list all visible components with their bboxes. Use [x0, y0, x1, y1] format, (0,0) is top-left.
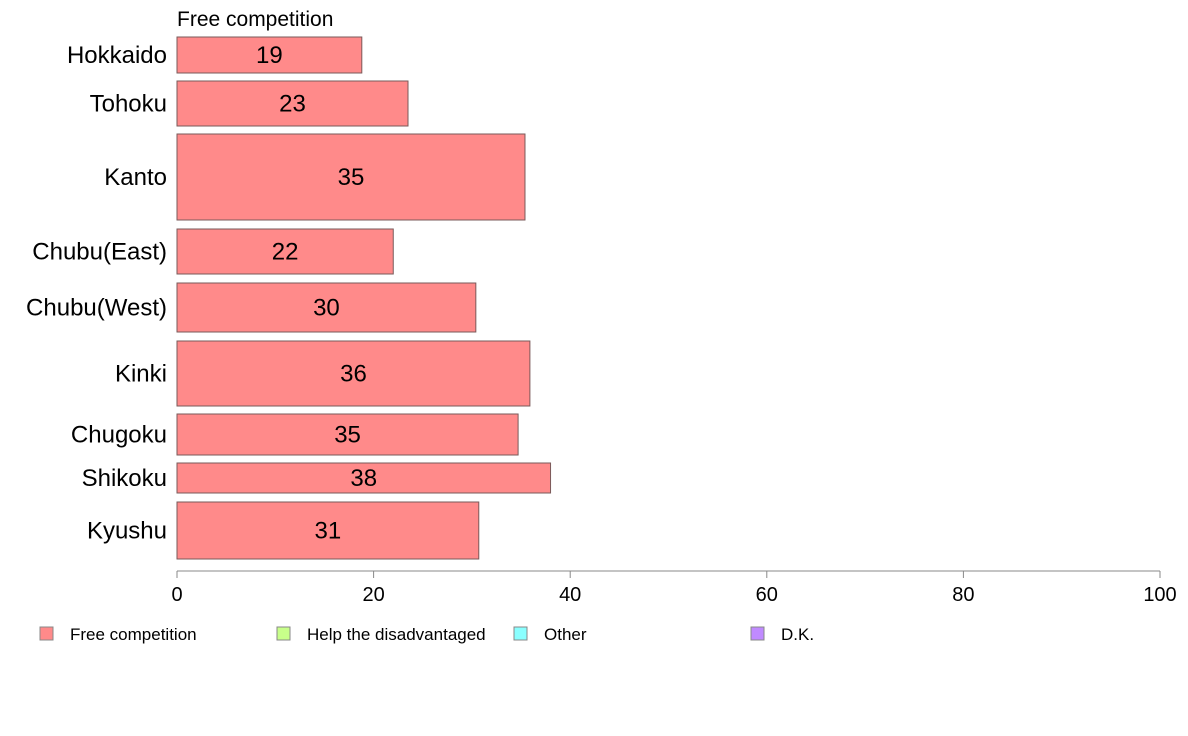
legend-label: Other: [544, 625, 587, 644]
category-label: Chugoku: [71, 422, 167, 449]
bar-chubu-east-: [176, 228, 394, 275]
legend-swatch: [750, 626, 765, 641]
bar-kyushu: [176, 501, 480, 560]
bar-kanto: [176, 133, 526, 221]
bar-value-label: 31: [315, 518, 342, 545]
bar-hokkaido: [176, 36, 363, 74]
x-tick-label: 0: [171, 584, 182, 606]
category-label: Shikoku: [82, 465, 167, 492]
x-tick-label: 60: [756, 584, 778, 606]
category-label: Hokkaido: [67, 42, 167, 69]
bar-value-label: 35: [338, 164, 365, 191]
bar-shikoku: [176, 462, 552, 494]
category-label: Kyushu: [87, 518, 167, 545]
bar-value-label: 23: [279, 91, 306, 118]
bar-kinki: [176, 340, 531, 407]
bar-chubu-west-: [176, 282, 477, 333]
category-label: Chubu(East): [32, 239, 167, 266]
bar-value-label: 35: [334, 422, 361, 449]
bar-tohoku: [176, 80, 409, 127]
x-tick-label: 100: [1143, 584, 1176, 606]
legend-label: Free competition: [70, 625, 197, 644]
category-label: Tohoku: [90, 91, 167, 118]
bar-value-label: 36: [340, 361, 367, 388]
category-label: Kinki: [115, 361, 167, 388]
legend-swatch: [39, 626, 54, 641]
category-label: Chubu(West): [26, 295, 167, 322]
legend: Free competition Help the disadvantaged Ot…: [39, 625, 814, 644]
chart-title: Free competition: [177, 8, 333, 31]
bar-value-label: 19: [256, 42, 283, 69]
legend-swatch: [513, 626, 528, 641]
bar-chugoku: [176, 413, 519, 456]
legend-swatch: [276, 626, 291, 641]
bar-value-label: 30: [313, 295, 340, 322]
legend-label: Help the disadvantaged: [307, 625, 486, 644]
category-label: Kanto: [104, 164, 167, 191]
x-tick-label: 20: [362, 584, 384, 606]
x-tick-label: 80: [952, 584, 974, 606]
bars-group: 19 23 35 22 30 36 35 38 31 Hokkaido Tohoku Kanto Chu…: [26, 36, 552, 560]
bar-value-label: 22: [272, 239, 299, 266]
x-tick-label: 40: [559, 584, 581, 606]
bar-value-label: 38: [350, 465, 377, 492]
legend-label: D.K.: [781, 625, 814, 644]
x-axis: 0 20 40 60 80 100: [171, 570, 1177, 606]
